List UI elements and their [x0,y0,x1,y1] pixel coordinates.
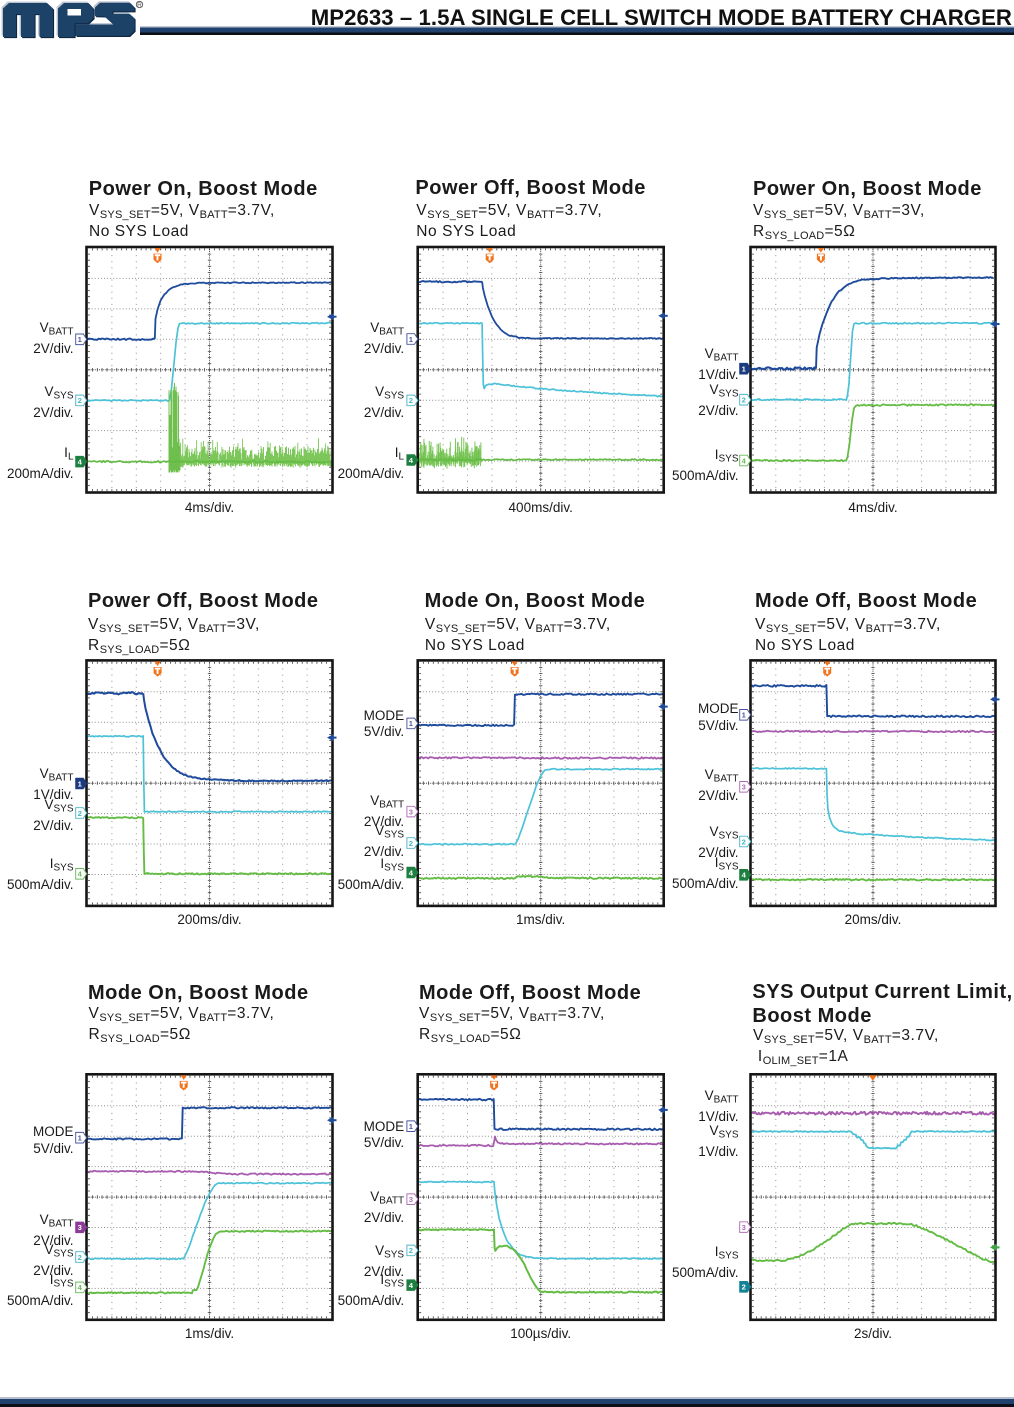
svg-text:3: 3 [742,1223,746,1232]
svg-text:1: 1 [742,711,747,720]
svg-text:1: 1 [409,1122,414,1131]
svg-text:4: 4 [742,871,747,880]
svg-text:2: 2 [409,1246,413,1255]
svg-text:1: 1 [409,719,414,728]
svg-text:3: 3 [409,807,413,816]
svg-text:4: 4 [409,456,414,465]
svg-text:2: 2 [78,1253,82,1262]
svg-text:4: 4 [78,870,83,879]
svg-text:2: 2 [78,396,82,405]
svg-text:2: 2 [742,1283,746,1292]
svg-text:2: 2 [742,396,746,405]
svg-text:4: 4 [78,1283,83,1292]
svg-text:1: 1 [78,335,83,344]
svg-text:4: 4 [409,868,414,877]
svg-text:1: 1 [742,365,747,374]
svg-text:4: 4 [78,457,83,466]
svg-text:R: R [137,2,142,9]
svg-text:4: 4 [409,1281,414,1290]
svg-text:1: 1 [78,1134,83,1143]
svg-text:3: 3 [742,783,746,792]
svg-text:2: 2 [409,839,413,848]
svg-text:4: 4 [742,456,747,465]
svg-text:3: 3 [409,1195,413,1204]
svg-text:3: 3 [78,1223,82,1232]
svg-text:1: 1 [78,779,83,788]
svg-text:1: 1 [409,335,414,344]
svg-text:2: 2 [409,396,413,405]
svg-text:2: 2 [78,809,82,818]
svg-text:2: 2 [742,837,746,846]
